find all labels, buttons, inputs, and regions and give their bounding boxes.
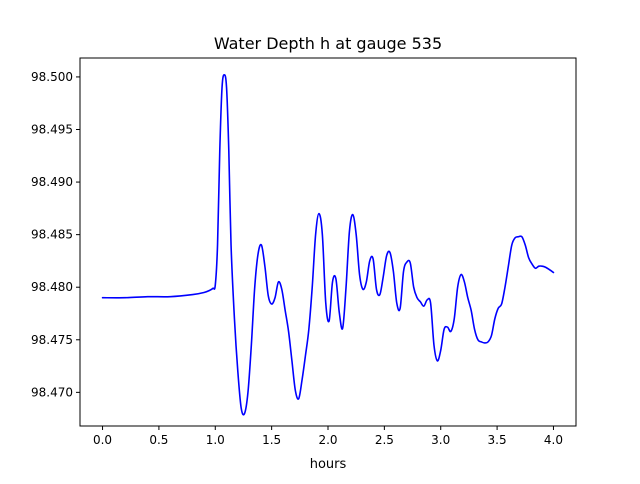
chart-title: Water Depth h at gauge 535 — [214, 34, 442, 53]
x-tick-label: 3.5 — [488, 433, 507, 447]
y-tick-label: 98.480 — [31, 280, 73, 294]
x-tick-label: 0.0 — [93, 433, 112, 447]
x-tick-label: 4.0 — [544, 433, 563, 447]
series-line-0 — [101, 74, 555, 416]
y-axis: 98.470 98.475 98.480 98.485 98.490 98.495 98.5… — [31, 70, 80, 399]
x-axis-label: hours — [310, 457, 347, 472]
y-tick-label: 98.500 — [31, 70, 73, 84]
y-tick-label: 98.495 — [31, 122, 73, 136]
x-tick-label: 1.5 — [262, 433, 281, 447]
x-tick-label: 2.0 — [318, 433, 337, 447]
x-tick-label: 2.5 — [375, 433, 394, 447]
x-tick-label: 3.0 — [431, 433, 450, 447]
x-tick-label: 1.0 — [206, 433, 225, 447]
plot-area — [101, 74, 555, 416]
y-tick-label: 98.475 — [31, 333, 73, 347]
axes-frame — [79, 57, 577, 427]
x-tick-label: 0.5 — [149, 433, 168, 447]
y-tick-label: 98.490 — [31, 175, 73, 189]
y-tick-label: 98.470 — [31, 385, 73, 399]
y-tick-label: 98.485 — [31, 228, 73, 242]
x-axis: 0.0 0.5 1.0 1.5 2.0 2.5 3.0 3.5 4.0 — [93, 426, 563, 447]
